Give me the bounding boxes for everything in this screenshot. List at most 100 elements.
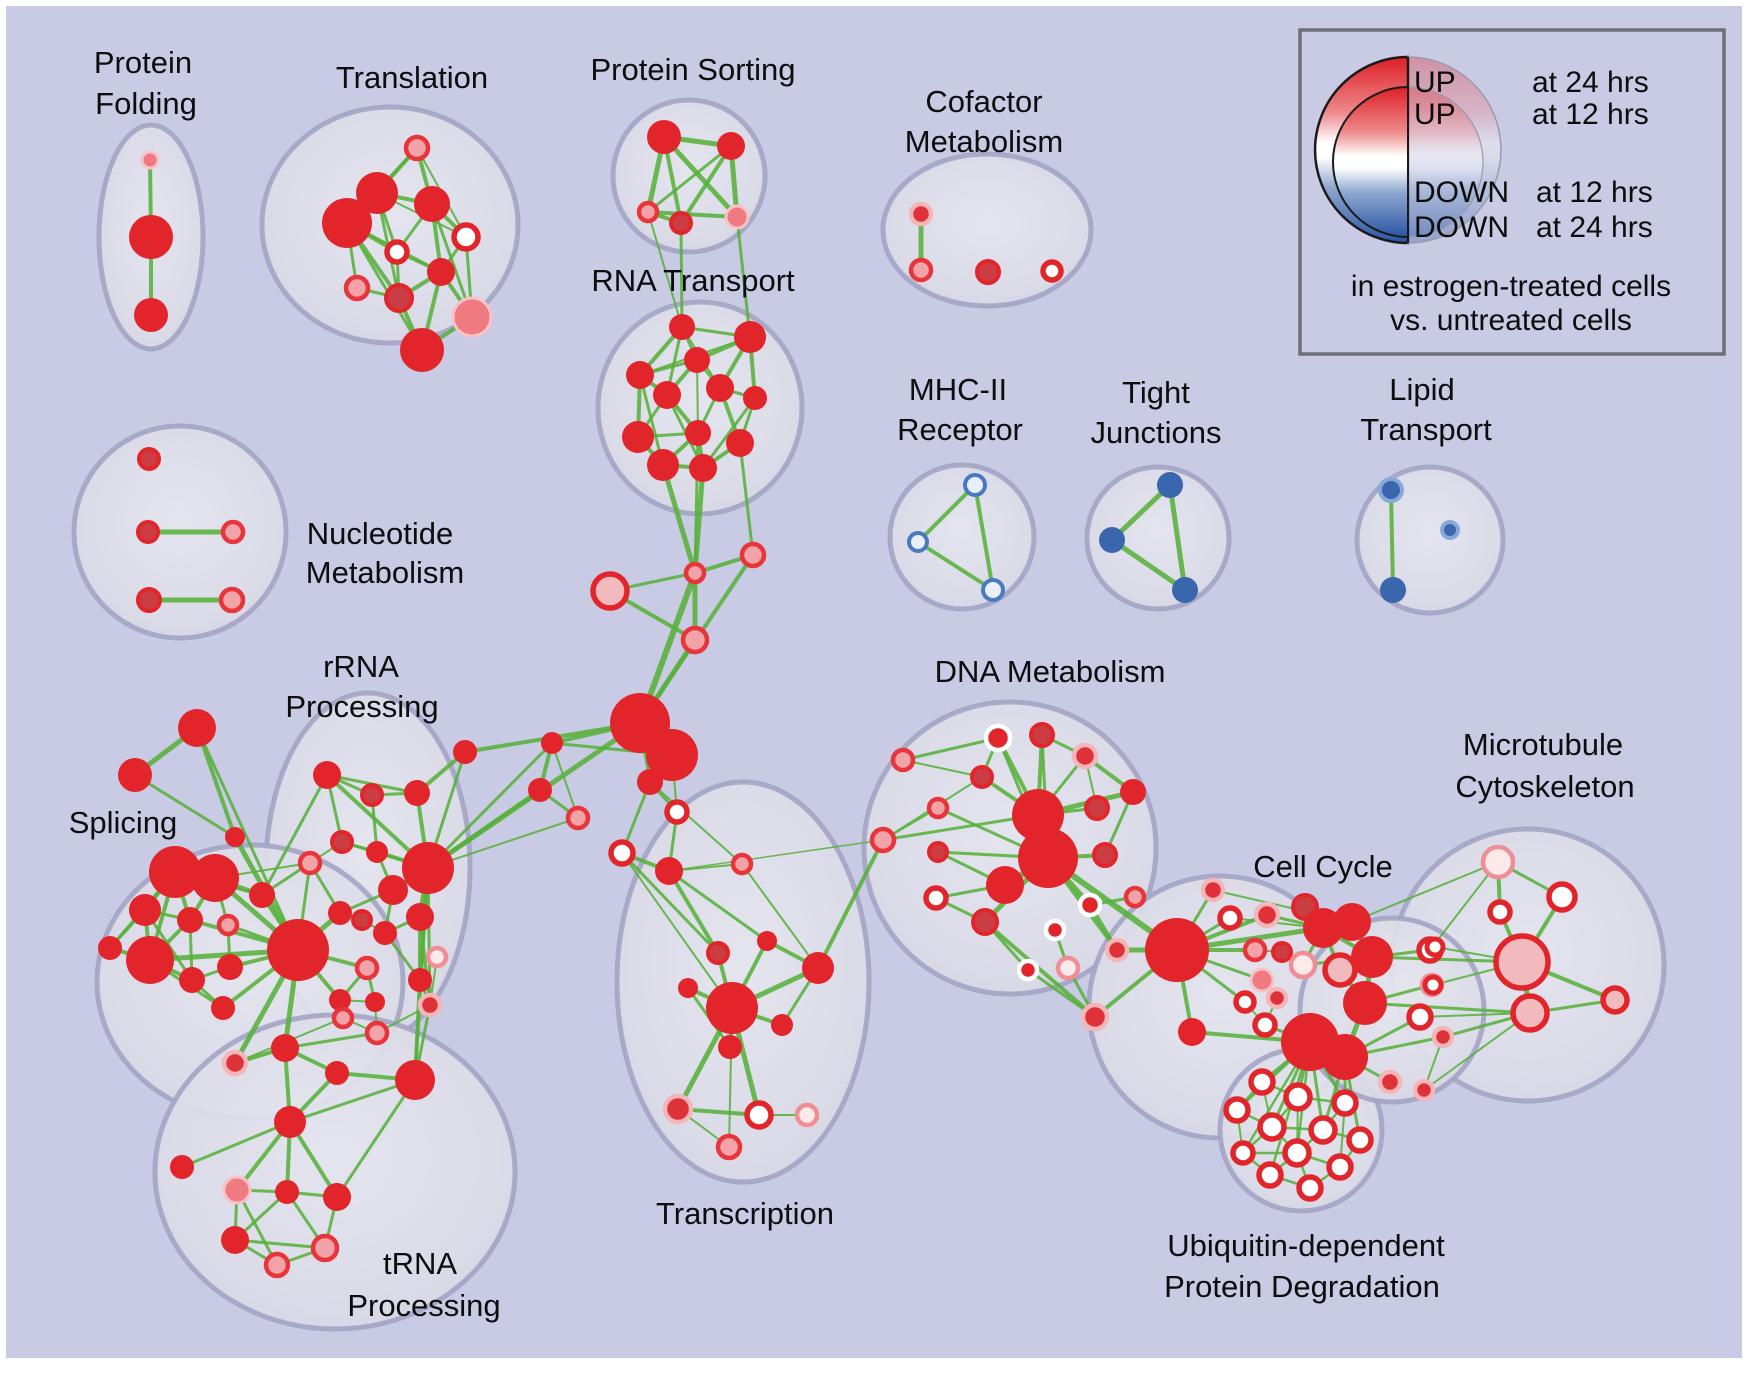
- network-node: [1217, 905, 1243, 931]
- network-edge: [1109, 482, 1173, 543]
- legend-down-12-dir: DOWN: [1414, 176, 1509, 209]
- network-edge: [735, 215, 752, 339]
- network-node: [726, 429, 754, 457]
- legend-up-12-time: at 12 hrs: [1532, 98, 1649, 131]
- network-node: [1283, 1082, 1313, 1112]
- network-node: [408, 968, 432, 992]
- network-node: [343, 274, 371, 302]
- network-node: [970, 765, 994, 789]
- network-edge: [620, 851, 720, 955]
- network-node: [1099, 527, 1125, 553]
- network-node: [1230, 1140, 1256, 1166]
- network-node: [414, 186, 450, 222]
- network-node: [216, 913, 240, 937]
- network-node: [622, 421, 654, 453]
- network-node: [263, 1251, 291, 1279]
- network-node: [1200, 877, 1226, 903]
- network-node: [590, 571, 630, 611]
- network-node: [1249, 967, 1275, 993]
- cluster-ellipse-transcription: [614, 779, 872, 1185]
- network-node: [706, 941, 730, 965]
- network-node: [267, 919, 329, 981]
- network-node: [647, 449, 679, 481]
- network-node: [1248, 1068, 1276, 1096]
- network-edge: [1109, 537, 1188, 593]
- network-node: [730, 852, 754, 876]
- network-node: [669, 211, 693, 235]
- cluster-label-mhc-ii-receptor-line2: Receptor: [897, 412, 1023, 447]
- network-node: [1178, 1018, 1206, 1046]
- network-edge: [551, 742, 579, 819]
- network-edge: [679, 144, 733, 225]
- network-edge: [283, 1031, 379, 1050]
- cluster-label-cofactor-metabolism-line1: Cofactor: [925, 84, 1042, 119]
- network-node: [136, 587, 162, 613]
- network-node: [329, 989, 351, 1011]
- network-edge: [679, 221, 684, 329]
- network-node: [323, 1183, 351, 1211]
- network-node: [1172, 577, 1198, 603]
- network-layer: Protein Folding Translation Protein Sorting…: [69, 45, 1667, 1332]
- network-node: [662, 1093, 694, 1125]
- cluster-label-nucleotide-metabolism-line2: Metabolism: [306, 555, 465, 590]
- network-node: [211, 996, 235, 1020]
- network-node: [366, 841, 388, 863]
- network-edge: [646, 210, 739, 219]
- cluster-label-rrna-processing-line1: rRNA: [323, 649, 399, 684]
- network-node: [221, 1049, 249, 1077]
- network-node: [963, 473, 987, 497]
- network-node: [118, 758, 152, 792]
- legend-footnote-2: vs. untreated cells: [1390, 304, 1632, 337]
- network-node: [908, 257, 934, 283]
- network-node: [378, 875, 408, 905]
- network-node: [1288, 950, 1318, 980]
- legend-border: [1298, 28, 1726, 356]
- network-node: [220, 519, 246, 545]
- network-node: [1018, 828, 1078, 888]
- network-node: [1378, 477, 1404, 503]
- network-edge: [1423, 1012, 1531, 1091]
- network-edge: [701, 396, 757, 470]
- cluster-label-dna-metabolism: DNA Metabolism: [935, 654, 1166, 689]
- network-node: [636, 200, 660, 224]
- network-node: [565, 805, 591, 831]
- network-node: [678, 978, 698, 998]
- network-node: [528, 778, 552, 802]
- network-node: [1422, 974, 1444, 996]
- network-edge: [816, 838, 885, 970]
- network-edge: [195, 726, 300, 952]
- network-node: [360, 783, 384, 807]
- network-node: [1055, 955, 1081, 981]
- network-node: [743, 386, 767, 410]
- network-node: [655, 857, 683, 885]
- legend-box: UP at 24 hrs UP at 12 hrs DOWN at 12 hrs…: [1298, 28, 1726, 356]
- network-node: [1265, 986, 1289, 1010]
- network-edge: [667, 869, 769, 943]
- network-node: [217, 954, 243, 980]
- network-node: [364, 1020, 390, 1046]
- network-node: [400, 328, 444, 372]
- network-node: [1084, 795, 1110, 821]
- network-node: [1303, 908, 1343, 948]
- network-edge: [1363, 1001, 1532, 1015]
- network-node: [744, 1100, 774, 1130]
- network-node: [1071, 742, 1099, 770]
- network-node: [1123, 885, 1147, 909]
- network-node: [1424, 936, 1446, 958]
- network-node: [869, 826, 897, 854]
- network-node: [986, 866, 1024, 904]
- network-node: [717, 132, 745, 160]
- network-node: [647, 120, 681, 154]
- network-node: [1012, 789, 1064, 841]
- cluster-label-cofactor-metabolism-line2: Metabolism: [905, 124, 1064, 159]
- network-edge: [973, 483, 995, 592]
- cluster-label-tight-junctions-line1: Tight: [1122, 375, 1190, 410]
- network-node: [1493, 933, 1551, 991]
- network-node: [356, 172, 398, 214]
- network-edge: [621, 852, 733, 1009]
- network-edge: [335, 1078, 417, 1199]
- network-node: [384, 283, 414, 313]
- network-node: [706, 982, 758, 1034]
- network-edge: [180, 1120, 292, 1169]
